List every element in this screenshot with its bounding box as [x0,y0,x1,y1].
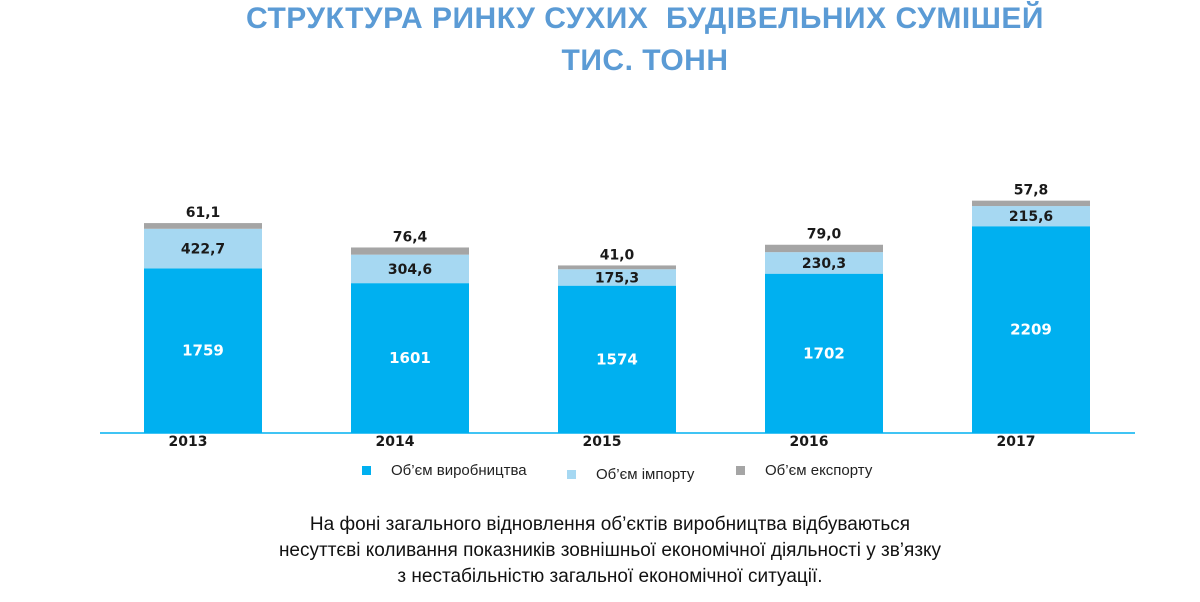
legend-item-production: Об’єм виробництва [362,462,527,479]
bar-export-2016 [765,244,883,253]
x-tick-label-2013: 2013 [169,434,208,450]
bar-export-2017 [972,200,1090,207]
legend-item-import: Об’єм імпорту [567,466,694,483]
bar-import-2015 [558,269,676,286]
commentary-text: На фоні загального відновлення об’єктів … [0,512,1200,590]
data-label-production-2014: 1601 [389,349,431,367]
data-label-import-2013: 422,7 [181,242,225,258]
legend: Об’єм виробництва Об’єм імпорту Об’єм ек… [0,462,1200,486]
stacked-bar-chart: 1759 422,7 61,1 2013 1601 304,6 76,4 2014 1574 17… [100,183,1135,450]
legend-swatch-export [736,466,745,475]
chart-title-line-2: ТИС. ТОНН [561,44,729,77]
legend-label-import: Об’єм імпорту [596,466,695,483]
data-label-import-2016: 230,3 [802,256,846,272]
bar-production-2014 [351,283,469,433]
data-label-export-2015: 41,0 [600,247,635,263]
bar-production-2015 [558,285,676,433]
bar-import-2017 [972,206,1090,227]
data-label-import-2015: 175,3 [595,270,639,286]
data-label-export-2017: 57,8 [1014,183,1049,199]
chart-title-line-1: СТРУКТУРА РИНКУ СУХИХ БУДІВЕЛЬНИХ СУМІШЕ… [246,2,1044,35]
data-label-import-2017: 215,6 [1009,209,1053,225]
bar-production-2013 [144,268,262,433]
commentary-line-2: несуттєві коливання показників зовнішньо… [278,540,942,561]
legend-item-export: Об’єм експорту [736,462,872,479]
bar-export-2015 [558,265,676,270]
bar-import-2014 [351,254,469,284]
bar-production-2017 [972,226,1090,433]
legend-label-export: Об’єм експорту [765,462,873,479]
legend-swatch-import [567,470,576,479]
x-tick-label-2016: 2016 [790,434,829,450]
data-label-production-2013: 1759 [182,342,224,360]
commentary-line-3: з нестабільністю загальної економічної с… [397,566,823,587]
data-label-export-2014: 76,4 [393,229,428,245]
data-label-export-2013: 61,1 [186,205,221,221]
bar-export-2013 [144,223,262,229]
data-label-production-2015: 1574 [596,350,638,368]
x-tick-label-2017: 2017 [997,434,1036,450]
data-label-production-2017: 2209 [1010,321,1052,339]
data-label-production-2016: 1702 [803,344,845,362]
data-label-export-2016: 79,0 [807,227,842,243]
bar-export-2014 [351,247,469,255]
x-tick-label-2014: 2014 [376,434,415,450]
bar-import-2013 [144,228,262,269]
legend-swatch-production [362,466,371,475]
commentary-line-1: На фоні загального відновлення об’єктів … [309,514,911,535]
legend-label-production: Об’єм виробництва [391,462,527,479]
x-tick-label-2015: 2015 [583,434,622,450]
bar-production-2016 [765,273,883,433]
data-label-import-2014: 304,6 [388,262,432,278]
bar-import-2016 [765,252,883,274]
